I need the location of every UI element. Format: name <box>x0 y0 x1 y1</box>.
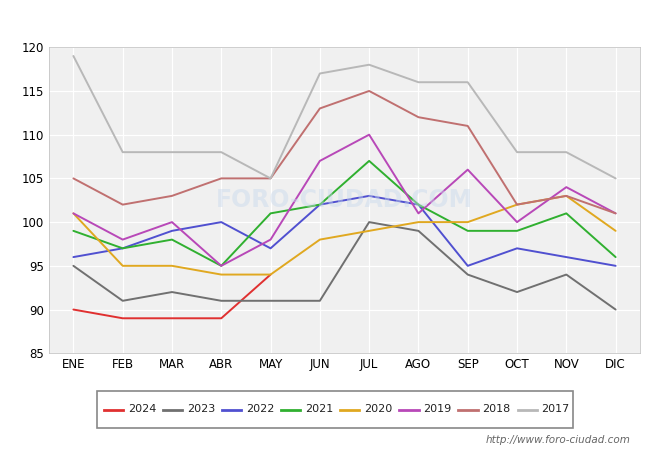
Text: http://www.foro-ciudad.com: http://www.foro-ciudad.com <box>486 435 630 445</box>
Text: 2017: 2017 <box>541 405 570 414</box>
Text: 2024: 2024 <box>128 405 156 414</box>
Text: 2021: 2021 <box>306 405 333 414</box>
Text: 2019: 2019 <box>423 405 452 414</box>
Text: 2023: 2023 <box>187 405 215 414</box>
Text: Afiliados en Vezdemarbán a 31/5/2024: Afiliados en Vezdemarbán a 31/5/2024 <box>157 12 493 30</box>
Text: 2022: 2022 <box>246 405 274 414</box>
Text: 2018: 2018 <box>482 405 511 414</box>
Text: 2020: 2020 <box>364 405 393 414</box>
Text: FORO-CIUDAD.COM: FORO-CIUDAD.COM <box>216 188 473 212</box>
FancyBboxPatch shape <box>97 391 573 428</box>
